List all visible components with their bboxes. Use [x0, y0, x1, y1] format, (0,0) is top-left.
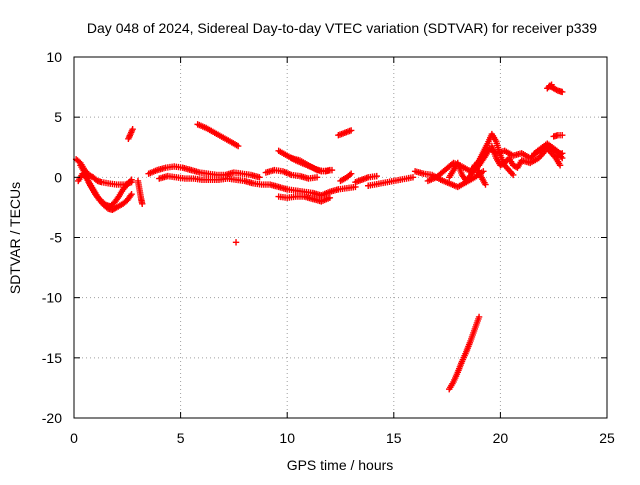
y-tick-label: -20	[42, 410, 62, 426]
data-point	[139, 200, 146, 208]
data-point	[373, 172, 380, 180]
data-point	[553, 86, 560, 94]
data-point	[128, 176, 135, 183]
data-point	[482, 181, 489, 188]
data-point	[326, 194, 334, 201]
data-point	[409, 174, 417, 181]
data-point	[559, 150, 566, 157]
data-point	[313, 174, 321, 181]
data-point	[346, 171, 353, 179]
data-point	[128, 190, 135, 198]
data-point	[234, 142, 242, 150]
data-point	[557, 150, 565, 158]
x-tick-label: 5	[177, 430, 185, 446]
x-axis: 0 5 10 15 20 25	[70, 57, 615, 446]
x-tick-label: 25	[599, 430, 615, 446]
data-point	[509, 171, 517, 179]
data-point	[347, 170, 355, 177]
y-tick-label: 5	[54, 109, 62, 125]
x-tick-label: 10	[279, 430, 295, 446]
data-points	[72, 81, 566, 393]
y-axis: 10 5 0 -5 -10 -15 -20	[42, 49, 607, 426]
data-point	[129, 126, 136, 133]
x-tick-label: 20	[493, 430, 509, 446]
data-point	[475, 313, 483, 321]
y-axis-label: SDTVAR / TECUs	[7, 182, 23, 294]
y-tick-label: -10	[42, 290, 62, 306]
data-point	[347, 127, 355, 134]
chart-title: Day 048 of 2024, Sidereal Day-to-day VTE…	[87, 20, 597, 36]
x-tick-label: 0	[70, 430, 78, 446]
data-point	[232, 239, 240, 246]
data-point	[546, 82, 554, 90]
data-point	[559, 132, 566, 139]
data-point	[328, 166, 336, 174]
data-point	[559, 88, 566, 96]
y-tick-label: 0	[54, 169, 62, 185]
y-tick-label: -15	[42, 350, 62, 366]
plot-frame	[73, 56, 608, 419]
data-point	[556, 162, 564, 169]
data-point	[548, 81, 555, 88]
x-tick-label: 15	[386, 430, 402, 446]
x-axis-label: GPS time / hours	[287, 457, 394, 473]
y-tick-label: 10	[46, 49, 62, 65]
y-tick-label: -5	[50, 230, 63, 246]
data-point	[256, 174, 263, 181]
grid	[74, 57, 607, 418]
